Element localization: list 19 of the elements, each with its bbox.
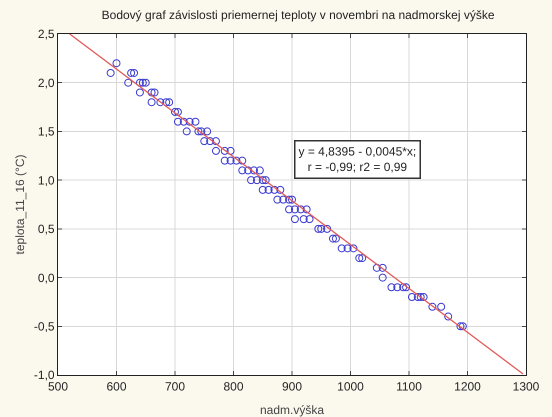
x-axis-title: nadm.výška (260, 403, 324, 417)
chart-title: Bodový graf závislosti priemernej teploty v novembri na nadmorskej výške (102, 8, 495, 22)
y-tick-label: -0,5 (34, 319, 55, 334)
y-tick-label: 1,5 (38, 124, 55, 139)
y-axis-title: teplota_11_16 (°C) (13, 154, 27, 254)
x-tick-label: 1300 (512, 379, 540, 394)
y-tick-label: 0,5 (38, 222, 55, 236)
y-tick-label: 2,0 (38, 76, 55, 90)
x-tick-label: 800 (223, 379, 244, 394)
x-tick-label: 900 (282, 379, 302, 394)
y-tick-label: 0,0 (38, 270, 55, 285)
x-tick-label: 700 (164, 379, 186, 394)
y-tick-label: 2,5 (38, 27, 55, 42)
y-tick-label: 1,0 (38, 173, 55, 188)
x-tick-label: 1000 (337, 379, 364, 394)
x-tick-label: 1200 (454, 379, 482, 394)
x-tick-label: 1100 (396, 379, 422, 394)
x-tick-label: 600 (106, 379, 127, 394)
annotation: y = 4,8395 - 0,0045*x; r = -0,99; r2 = 0,99 (298, 144, 416, 174)
